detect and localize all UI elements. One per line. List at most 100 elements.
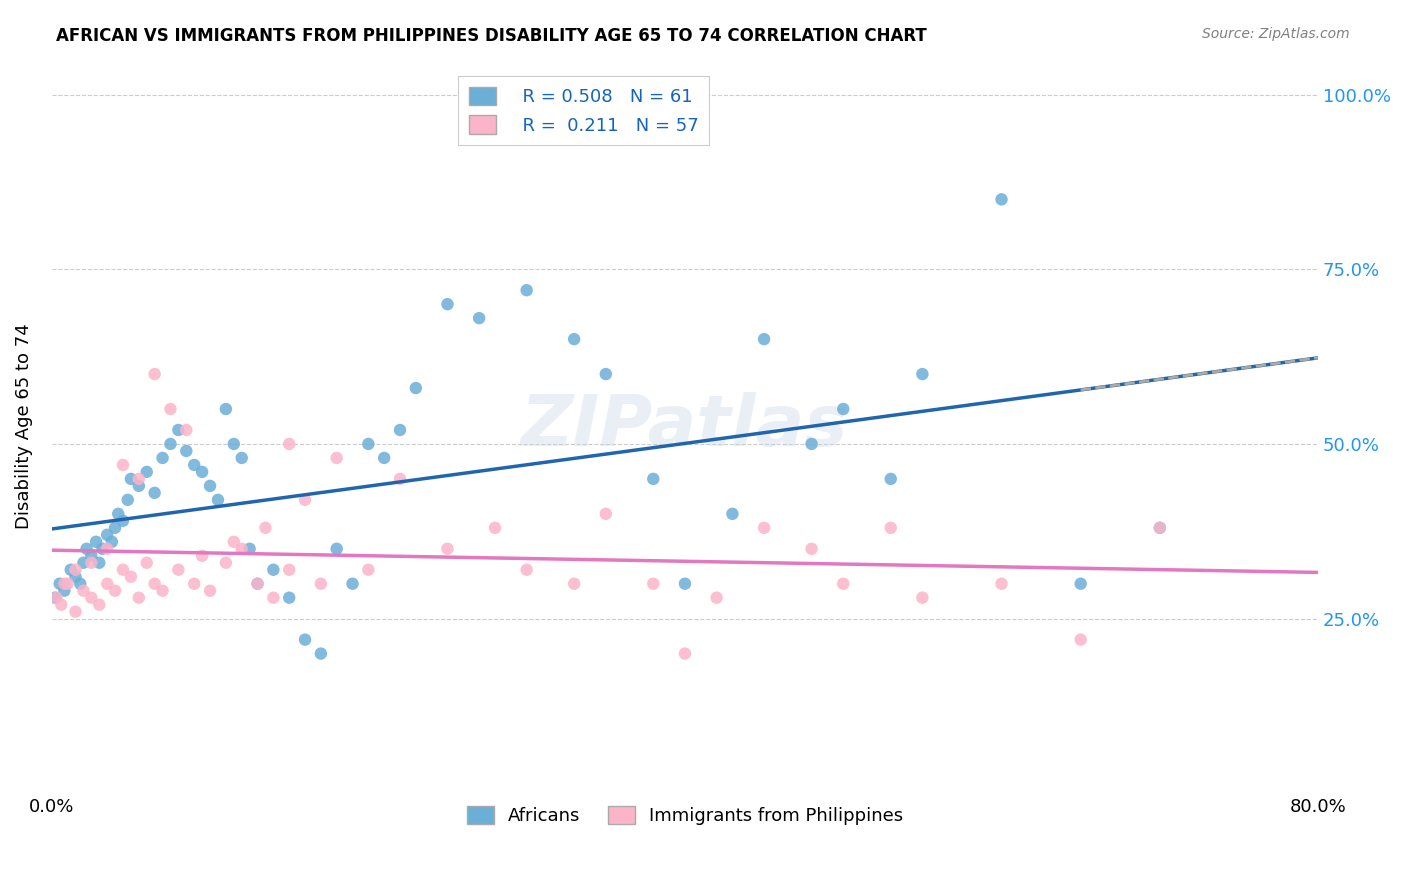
Point — [215, 402, 238, 417]
Point — [1149, 521, 1171, 535]
Point — [239, 541, 262, 556]
Point — [880, 521, 903, 535]
Point — [990, 576, 1012, 591]
Point — [643, 576, 665, 591]
Point — [111, 563, 134, 577]
Point — [484, 521, 506, 535]
Point — [96, 576, 118, 591]
Point — [262, 563, 284, 577]
Point — [357, 437, 380, 451]
Point — [1070, 576, 1092, 591]
Point — [207, 492, 229, 507]
Point — [183, 458, 205, 472]
Point — [167, 563, 190, 577]
Point — [143, 367, 166, 381]
Point — [388, 472, 411, 486]
Point — [120, 472, 142, 486]
Point — [128, 591, 150, 605]
Point — [516, 563, 538, 577]
Point — [51, 598, 73, 612]
Text: ZIPatlas: ZIPatlas — [522, 392, 849, 461]
Point — [752, 521, 775, 535]
Point — [294, 492, 316, 507]
Point — [152, 450, 174, 465]
Point — [254, 521, 277, 535]
Point — [128, 472, 150, 486]
Point — [721, 507, 744, 521]
Point — [80, 556, 103, 570]
Point — [72, 556, 94, 570]
Point — [262, 591, 284, 605]
Point — [96, 541, 118, 556]
Point — [325, 450, 347, 465]
Point — [104, 521, 127, 535]
Point — [373, 450, 395, 465]
Point — [111, 514, 134, 528]
Point — [246, 576, 269, 591]
Point — [752, 332, 775, 346]
Point — [65, 563, 87, 577]
Point — [80, 549, 103, 563]
Point — [183, 576, 205, 591]
Point — [832, 402, 855, 417]
Point — [309, 576, 332, 591]
Point — [111, 458, 134, 472]
Point — [325, 541, 347, 556]
Point — [222, 534, 245, 549]
Point — [198, 479, 221, 493]
Point — [911, 367, 934, 381]
Point — [80, 591, 103, 605]
Point — [44, 591, 66, 605]
Point — [342, 576, 364, 591]
Point — [278, 437, 301, 451]
Y-axis label: Disability Age 65 to 74: Disability Age 65 to 74 — [15, 324, 32, 529]
Point — [176, 444, 198, 458]
Point — [191, 549, 214, 563]
Point — [135, 556, 157, 570]
Point — [595, 367, 617, 381]
Point — [128, 479, 150, 493]
Point — [643, 472, 665, 486]
Point — [562, 576, 585, 591]
Point — [800, 437, 823, 451]
Legend: Africans, Immigrants from Philippines: Africans, Immigrants from Philippines — [456, 795, 914, 836]
Point — [104, 583, 127, 598]
Point — [388, 423, 411, 437]
Point — [117, 492, 139, 507]
Point — [176, 423, 198, 437]
Point — [56, 576, 79, 591]
Point — [159, 402, 181, 417]
Point — [107, 507, 129, 521]
Point — [84, 534, 107, 549]
Point — [436, 297, 458, 311]
Point — [562, 332, 585, 346]
Point — [911, 591, 934, 605]
Point — [832, 576, 855, 591]
Text: Source: ZipAtlas.com: Source: ZipAtlas.com — [1202, 27, 1350, 41]
Point — [89, 556, 111, 570]
Point — [246, 576, 269, 591]
Point — [143, 576, 166, 591]
Text: AFRICAN VS IMMIGRANTS FROM PHILIPPINES DISABILITY AGE 65 TO 74 CORRELATION CHART: AFRICAN VS IMMIGRANTS FROM PHILIPPINES D… — [56, 27, 927, 45]
Point — [880, 472, 903, 486]
Point — [76, 541, 98, 556]
Point — [65, 570, 87, 584]
Point — [1149, 521, 1171, 535]
Point — [231, 541, 253, 556]
Point — [72, 583, 94, 598]
Point — [357, 563, 380, 577]
Point — [167, 423, 190, 437]
Point — [120, 570, 142, 584]
Point — [800, 541, 823, 556]
Point — [91, 541, 114, 556]
Point — [278, 591, 301, 605]
Point — [673, 647, 696, 661]
Point — [309, 647, 332, 661]
Point — [516, 283, 538, 297]
Point — [45, 591, 67, 605]
Point — [405, 381, 427, 395]
Point — [294, 632, 316, 647]
Point — [215, 556, 238, 570]
Point — [65, 605, 87, 619]
Point — [198, 583, 221, 598]
